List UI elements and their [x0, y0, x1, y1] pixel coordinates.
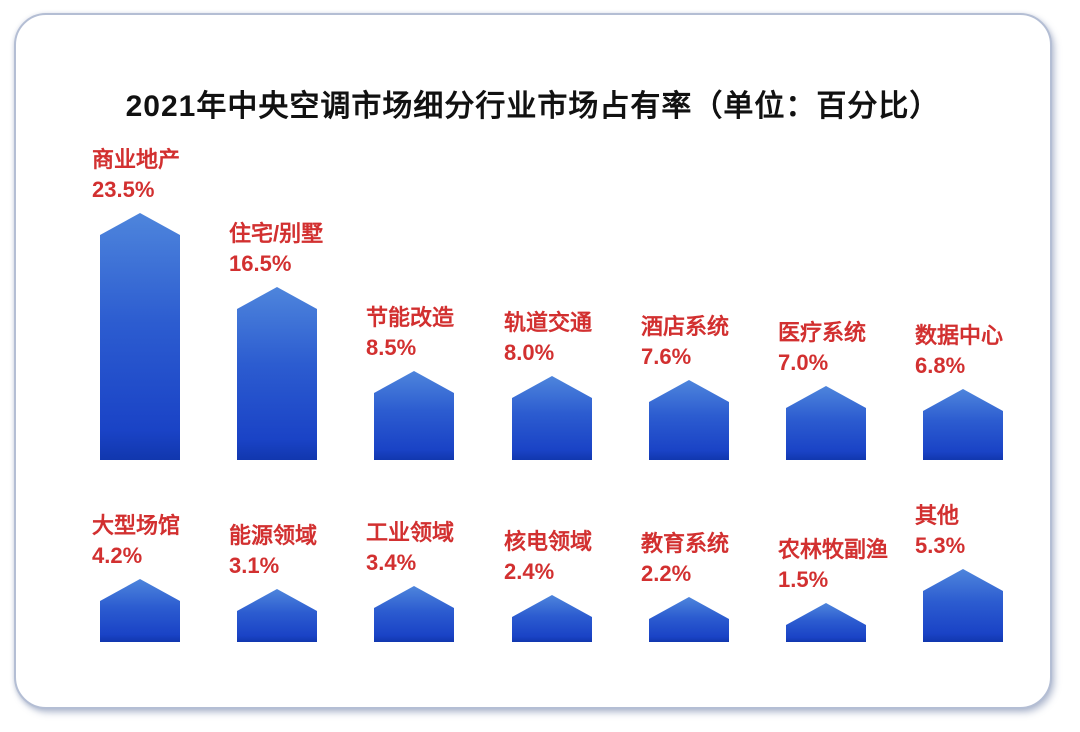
bar-category: 其他	[915, 503, 960, 528]
bar-label: 酒店系统 7.6%	[641, 312, 729, 372]
bar-value: 1.5%	[778, 567, 829, 592]
bar-label: 节能改造 8.5%	[366, 303, 454, 363]
bar	[786, 386, 866, 460]
bar-category: 农林牧副渔	[778, 537, 889, 562]
chart-title: 2021年中央空调市场细分行业市场占有率（单位：百分比）	[125, 90, 941, 123]
bar-value: 2.4%	[504, 559, 555, 584]
bar-category: 数据中心	[915, 323, 1004, 348]
bar-category: 工业领域	[366, 520, 455, 545]
bar-category: 核电领域	[504, 529, 593, 554]
bar	[237, 589, 317, 642]
bar-label: 核电领域 2.4%	[504, 527, 592, 587]
bar	[786, 603, 866, 642]
bar-label: 教育系统 2.2%	[641, 529, 729, 589]
bar	[512, 376, 592, 460]
chart-area: 商业地产 23.5% 住宅/别墅 16.5% 节能改造 8.5% 轨道交通 8.0% 酒店系统 7…	[16, 15, 1050, 707]
bar-label: 医疗系统 7.0%	[778, 318, 866, 378]
bar-value: 8.0%	[504, 340, 555, 365]
bar-label: 大型场馆 4.2%	[92, 511, 180, 571]
bar-category: 轨道交通	[504, 310, 593, 335]
bar-label: 工业领域 3.4%	[366, 518, 454, 578]
bar	[374, 586, 454, 642]
bar-value: 7.0%	[778, 350, 829, 375]
bar-value: 4.2%	[92, 543, 143, 568]
bar	[374, 371, 454, 460]
bar-category: 商业地产	[92, 147, 181, 172]
bar-category: 能源领域	[229, 523, 318, 548]
bar	[923, 389, 1003, 460]
bar-value: 16.5%	[229, 251, 292, 276]
bar-category: 大型场馆	[92, 513, 181, 538]
bar-category: 酒店系统	[641, 314, 730, 339]
bar-category: 医疗系统	[778, 320, 867, 345]
chart-card: 2021年中央空调市场细分行业市场占有率（单位：百分比） 商业地产 23.5% 住宅…	[14, 13, 1052, 709]
bar-label: 住宅/别墅 16.5%	[229, 219, 323, 279]
bar-value: 3.4%	[366, 550, 417, 575]
bar-category: 节能改造	[366, 305, 455, 330]
bar	[923, 569, 1003, 642]
bar-label: 轨道交通 8.0%	[504, 308, 592, 368]
bar-value: 7.6%	[641, 344, 692, 369]
bar-value: 6.8%	[915, 353, 966, 378]
bar	[237, 287, 317, 460]
bar	[100, 579, 180, 642]
bar-value: 23.5%	[92, 177, 155, 202]
bar-value: 8.5%	[366, 335, 417, 360]
bar-category: 住宅/别墅	[229, 221, 324, 246]
bar	[512, 595, 592, 642]
bar	[649, 380, 729, 460]
bar-label: 其他 5.3%	[915, 501, 965, 561]
bar-label: 数据中心 6.8%	[915, 321, 1003, 381]
bar	[100, 213, 180, 460]
bar-label: 农林牧副渔 1.5%	[778, 535, 888, 595]
bar-label: 商业地产 23.5%	[92, 145, 180, 205]
bar	[649, 597, 729, 642]
bar-category: 教育系统	[641, 531, 730, 556]
bar-label: 能源领域 3.1%	[229, 521, 317, 581]
bar-value: 3.1%	[229, 553, 280, 578]
bar-value: 2.2%	[641, 561, 692, 586]
bar-value: 5.3%	[915, 533, 966, 558]
